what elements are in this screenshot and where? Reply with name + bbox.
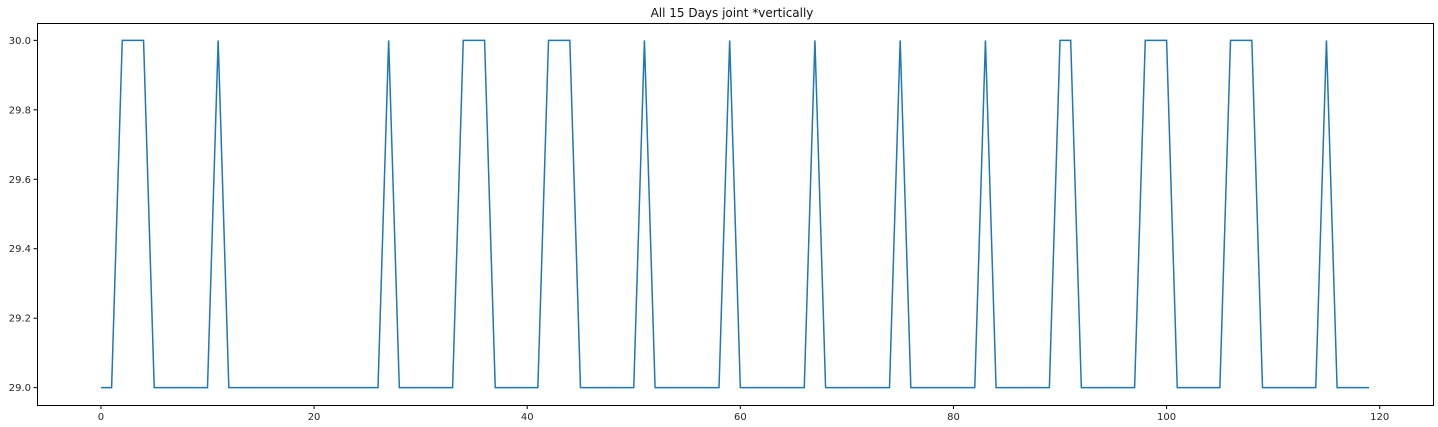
x-tick-label: 40 <box>521 412 534 423</box>
axes-frame <box>37 23 1434 406</box>
x-tick-label: 80 <box>947 412 960 423</box>
x-tick-label: 120 <box>1370 412 1389 423</box>
y-tick-label: 30.0 <box>9 36 31 47</box>
y-tick-label: 29.6 <box>9 175 31 186</box>
x-tick-label: 100 <box>1157 412 1176 423</box>
y-tick-label: 29.8 <box>9 105 31 116</box>
y-tick-label: 29.0 <box>9 383 31 394</box>
x-tick-label: 60 <box>734 412 747 423</box>
x-tick-label: 0 <box>98 412 104 423</box>
x-axis: 0 20 40 60 80 100 120 <box>98 405 1389 423</box>
plot-area: 0 20 40 60 80 100 120 29.0 29.2 29.4 29.6 29.8 30.0 <box>9 23 1434 423</box>
y-tick-label: 29.2 <box>9 314 31 325</box>
y-axis: 29.0 29.2 29.4 29.6 29.8 30.0 <box>9 36 38 394</box>
y-tick-label: 29.4 <box>9 244 31 255</box>
chart-title: All 15 Days joint *vertically <box>651 6 814 20</box>
data-line <box>100 39 1370 389</box>
x-tick-label: 20 <box>308 412 321 423</box>
